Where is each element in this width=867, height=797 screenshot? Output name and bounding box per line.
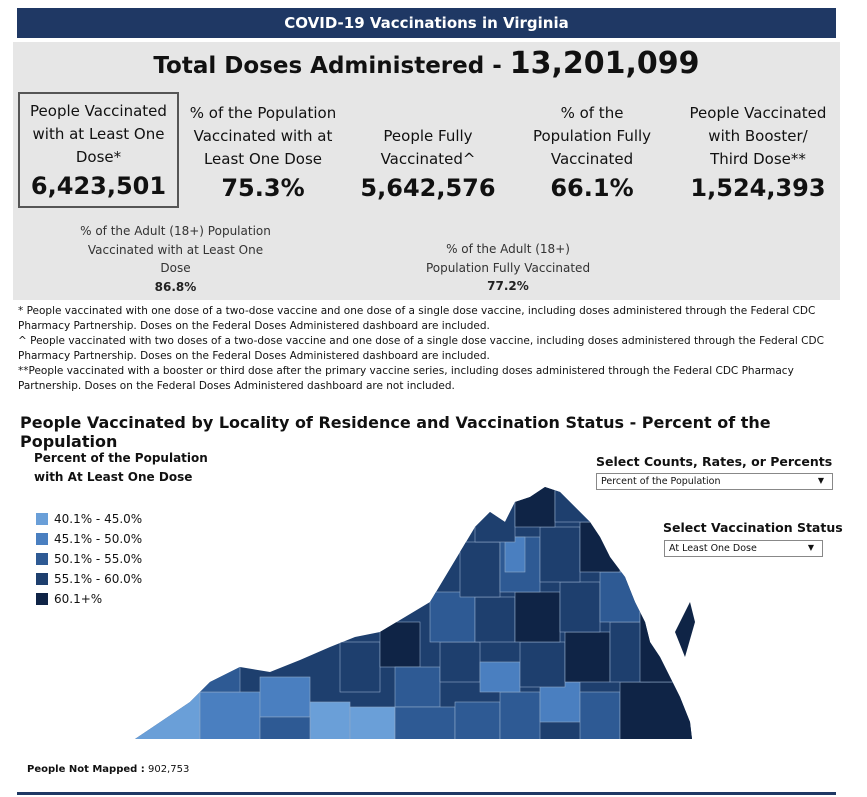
total-doses-value: 13,201,099: [509, 46, 700, 81]
total-doses-label: Total Doses Administered -: [153, 53, 510, 79]
chevron-down-icon: ▼: [807, 543, 814, 552]
stat-people-fully-vaccinated[interactable]: People Fully Vaccinated^ 5,642,576: [353, 125, 503, 205]
legend-item[interactable]: 45.1% - 50.0%: [36, 529, 142, 549]
stat-label: % of the Population Fully Vaccinated: [532, 104, 652, 168]
counts-select[interactable]: Percent of the Population ▼: [596, 473, 833, 490]
dashboard-title: COVID-19 Vaccinations in Virginia: [17, 8, 836, 38]
legend-item[interactable]: 50.1% - 55.0%: [36, 549, 142, 569]
legend-swatch: [36, 573, 48, 585]
stat-label: % of the Population Vaccinated with at Lea…: [189, 104, 337, 168]
stat-percent-fully-vaccinated[interactable]: % of the Population Fully Vaccinated 66.1%: [518, 102, 666, 205]
map-section-title: People Vaccinated by Locality of Residen…: [20, 413, 771, 451]
stat-adult-fully-vaccinated: % of the Adult (18+) Population Fully Vac…: [408, 240, 608, 296]
stat-value: 75.3%: [221, 174, 305, 202]
legend-item[interactable]: 55.1% - 60.0%: [36, 569, 142, 589]
bottom-divider: [17, 792, 836, 795]
status-select-value: At Least One Dose: [669, 543, 757, 554]
stat-label: People Vaccinated with Booster/Third Dose…: [689, 104, 827, 168]
stat-adult-at-least-one-dose: % of the Adult (18+) Population Vaccinate…: [68, 222, 283, 296]
total-doses: Total Doses Administered - 13,201,099: [13, 46, 840, 81]
footnote: * People vaccinated with one dose of a t…: [18, 305, 816, 332]
status-control-label: Select Vaccination Status: [663, 520, 843, 535]
people-not-mapped: People Not Mapped : 902,753: [27, 764, 190, 775]
chevron-down-icon: ▼: [817, 476, 824, 485]
locality-cells: [135, 487, 692, 739]
stat-label: People Vaccinated with at Least One Dose*: [30, 102, 167, 166]
status-select[interactable]: At Least One Dose ▼: [664, 540, 823, 557]
virginia-locality-map[interactable]: [130, 482, 695, 747]
legend-swatch: [36, 553, 48, 565]
eastern-shore: [675, 602, 695, 657]
stat-value: 1,524,393: [690, 174, 826, 202]
footnote: ^ People vaccinated with two doses of a …: [18, 335, 824, 362]
footnote: **People vaccinated with a booster or th…: [18, 365, 794, 392]
stat-label: People Fully Vaccinated^: [380, 127, 476, 168]
counts-select-value: Percent of the Population: [601, 476, 721, 487]
legend-item[interactable]: 60.1+%: [36, 589, 142, 609]
footnotes: * People vaccinated with one dose of a t…: [18, 304, 838, 394]
stat-value: 86.8%: [154, 279, 197, 294]
map-legend: 40.1% - 45.0% 45.1% - 50.0% 50.1% - 55.0…: [36, 509, 142, 609]
stat-percent-at-least-one-dose[interactable]: % of the Population Vaccinated with at Lea…: [183, 102, 343, 205]
stat-value: 77.2%: [487, 279, 529, 293]
stat-value: 6,423,501: [30, 172, 167, 200]
stat-value: 5,642,576: [360, 174, 496, 202]
legend-swatch: [36, 533, 48, 545]
legend-swatch: [36, 513, 48, 525]
summary-panel: Total Doses Administered - 13,201,099 Pe…: [13, 42, 840, 300]
legend-item[interactable]: 40.1% - 45.0%: [36, 509, 142, 529]
counts-control-label: Select Counts, Rates, or Percents: [596, 454, 833, 469]
stat-booster-dose[interactable]: People Vaccinated with Booster/Third Dose…: [678, 102, 838, 205]
stat-value: 66.1%: [550, 174, 634, 202]
stat-people-at-least-one-dose[interactable]: People Vaccinated with at Least One Dose* …: [18, 92, 179, 208]
legend-title: Percent of the Population with At Least …: [34, 451, 208, 484]
legend-swatch: [36, 593, 48, 605]
